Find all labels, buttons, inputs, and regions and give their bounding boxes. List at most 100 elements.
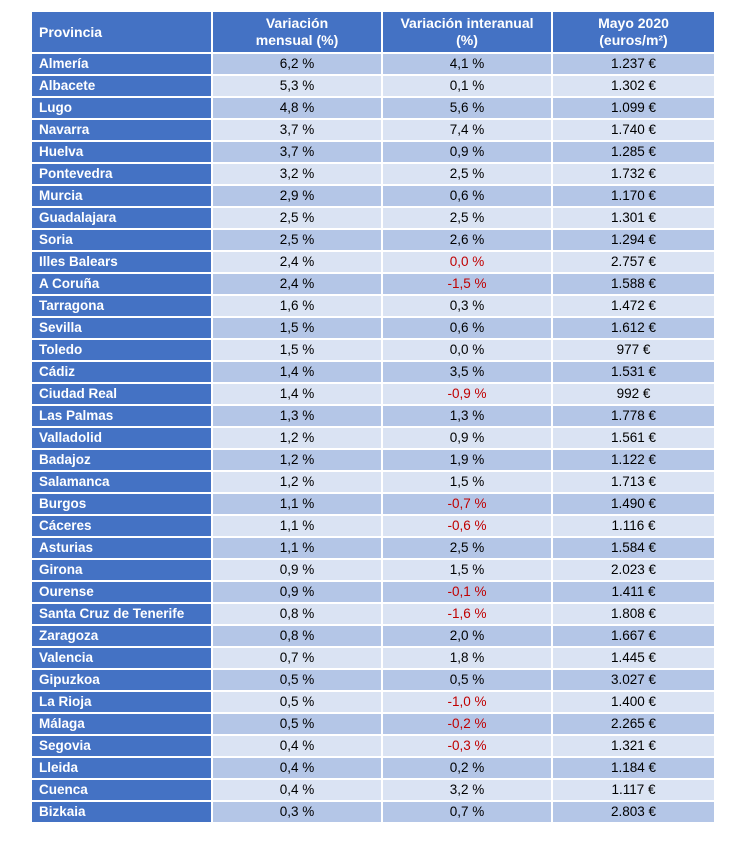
cell-provincia: Valladolid [32,428,211,448]
table-row: Pontevedra 3,2 % 2,5 % 1.732 € [32,164,714,184]
cell-provincia: Toledo [32,340,211,360]
cell-variacion-mensual: 0,4 % [213,736,381,756]
cell-variacion-mensual: 1,4 % [213,384,381,404]
cell-provincia: La Rioja [32,692,211,712]
cell-variacion-interanual: -0,9 % [383,384,551,404]
cell-provincia: Gipuzkoa [32,670,211,690]
table-row: Asturias 1,1 % 2,5 % 1.584 € [32,538,714,558]
cell-precio: 1.713 € [553,472,714,492]
cell-provincia: Badajoz [32,450,211,470]
cell-variacion-mensual: 1,3 % [213,406,381,426]
table-row: Valencia 0,7 % 1,8 % 1.445 € [32,648,714,668]
cell-precio: 2.757 € [553,252,714,272]
cell-variacion-interanual: 1,8 % [383,648,551,668]
cell-variacion-mensual: 1,2 % [213,428,381,448]
cell-precio: 1.122 € [553,450,714,470]
table-row: Ourense 0,9 % -0,1 % 1.411 € [32,582,714,602]
header-provincia: Provincia [32,12,211,52]
cell-provincia: Murcia [32,186,211,206]
cell-variacion-interanual: 0,3 % [383,296,551,316]
header-precio: Mayo 2020 (euros/m²) [553,12,714,52]
cell-precio: 1.116 € [553,516,714,536]
table-row: Valladolid 1,2 % 0,9 % 1.561 € [32,428,714,448]
cell-variacion-mensual: 0,5 % [213,692,381,712]
cell-provincia: Tarragona [32,296,211,316]
cell-variacion-mensual: 4,8 % [213,98,381,118]
cell-variacion-interanual: 0,5 % [383,670,551,690]
cell-variacion-mensual: 0,5 % [213,714,381,734]
cell-precio: 1.531 € [553,362,714,382]
cell-variacion-interanual: -1,0 % [383,692,551,712]
cell-variacion-interanual: 1,5 % [383,472,551,492]
cell-variacion-interanual: 2,0 % [383,626,551,646]
table-row: Toledo 1,5 % 0,0 % 977 € [32,340,714,360]
cell-provincia: Valencia [32,648,211,668]
table-row: La Rioja 0,5 % -1,0 % 1.400 € [32,692,714,712]
cell-precio: 1.400 € [553,692,714,712]
cell-provincia: Málaga [32,714,211,734]
cell-variacion-mensual: 1,6 % [213,296,381,316]
cell-variacion-mensual: 2,4 % [213,252,381,272]
table-row: Tarragona 1,6 % 0,3 % 1.472 € [32,296,714,316]
cell-provincia: Segovia [32,736,211,756]
cell-variacion-mensual: 2,5 % [213,208,381,228]
cell-precio: 1.561 € [553,428,714,448]
cell-precio: 1.117 € [553,780,714,800]
cell-variacion-interanual: -0,3 % [383,736,551,756]
cell-variacion-interanual: 3,2 % [383,780,551,800]
cell-provincia: Asturias [32,538,211,558]
cell-provincia: Illes Balears [32,252,211,272]
cell-provincia: Cáceres [32,516,211,536]
cell-variacion-mensual: 0,7 % [213,648,381,668]
cell-variacion-interanual: -0,1 % [383,582,551,602]
cell-provincia: A Coruña [32,274,211,294]
cell-variacion-mensual: 3,7 % [213,142,381,162]
cell-variacion-interanual: -0,6 % [383,516,551,536]
cell-provincia: Navarra [32,120,211,140]
cell-variacion-interanual: -0,7 % [383,494,551,514]
cell-variacion-mensual: 1,5 % [213,340,381,360]
table-row: Guadalajara 2,5 % 2,5 % 1.301 € [32,208,714,228]
cell-provincia: Almería [32,54,211,74]
cell-precio: 1.445 € [553,648,714,668]
cell-provincia: Lugo [32,98,211,118]
cell-provincia: Santa Cruz de Tenerife [32,604,211,624]
cell-variacion-interanual: -1,5 % [383,274,551,294]
table-row: Huelva 3,7 % 0,9 % 1.285 € [32,142,714,162]
cell-provincia: Albacete [32,76,211,96]
table-row: Cádiz 1,4 % 3,5 % 1.531 € [32,362,714,382]
cell-variacion-interanual: 0,9 % [383,428,551,448]
cell-precio: 2.023 € [553,560,714,580]
cell-variacion-interanual: 2,6 % [383,230,551,250]
table-row: Albacete 5,3 % 0,1 % 1.302 € [32,76,714,96]
cell-precio: 1.294 € [553,230,714,250]
cell-variacion-interanual: 7,4 % [383,120,551,140]
cell-variacion-mensual: 1,4 % [213,362,381,382]
table-row: Almería 6,2 % 4,1 % 1.237 € [32,54,714,74]
cell-precio: 1.667 € [553,626,714,646]
cell-precio: 1.237 € [553,54,714,74]
cell-variacion-interanual: 2,5 % [383,538,551,558]
cell-precio: 1.321 € [553,736,714,756]
header-price-line1: Mayo 2020 [598,15,669,31]
cell-precio: 1.472 € [553,296,714,316]
cell-precio: 2.265 € [553,714,714,734]
cell-provincia: Guadalajara [32,208,211,228]
cell-variacion-interanual: 2,5 % [383,208,551,228]
cell-precio: 992 € [553,384,714,404]
table-row: Ciudad Real 1,4 % -0,9 % 992 € [32,384,714,404]
cell-precio: 1.411 € [553,582,714,602]
table-row: Badajoz 1,2 % 1,9 % 1.122 € [32,450,714,470]
header-mensual-line1: Variación [265,15,329,31]
cell-precio: 1.301 € [553,208,714,228]
cell-variacion-mensual: 0,4 % [213,758,381,778]
table-row: Salamanca 1,2 % 1,5 % 1.713 € [32,472,714,492]
cell-precio: 1.184 € [553,758,714,778]
table-row: Gipuzkoa 0,5 % 0,5 % 3.027 € [32,670,714,690]
cell-variacion-mensual: 1,1 % [213,516,381,536]
cell-precio: 1.302 € [553,76,714,96]
cell-provincia: Burgos [32,494,211,514]
cell-variacion-mensual: 0,5 % [213,670,381,690]
cell-provincia: Pontevedra [32,164,211,184]
cell-variacion-mensual: 1,2 % [213,472,381,492]
